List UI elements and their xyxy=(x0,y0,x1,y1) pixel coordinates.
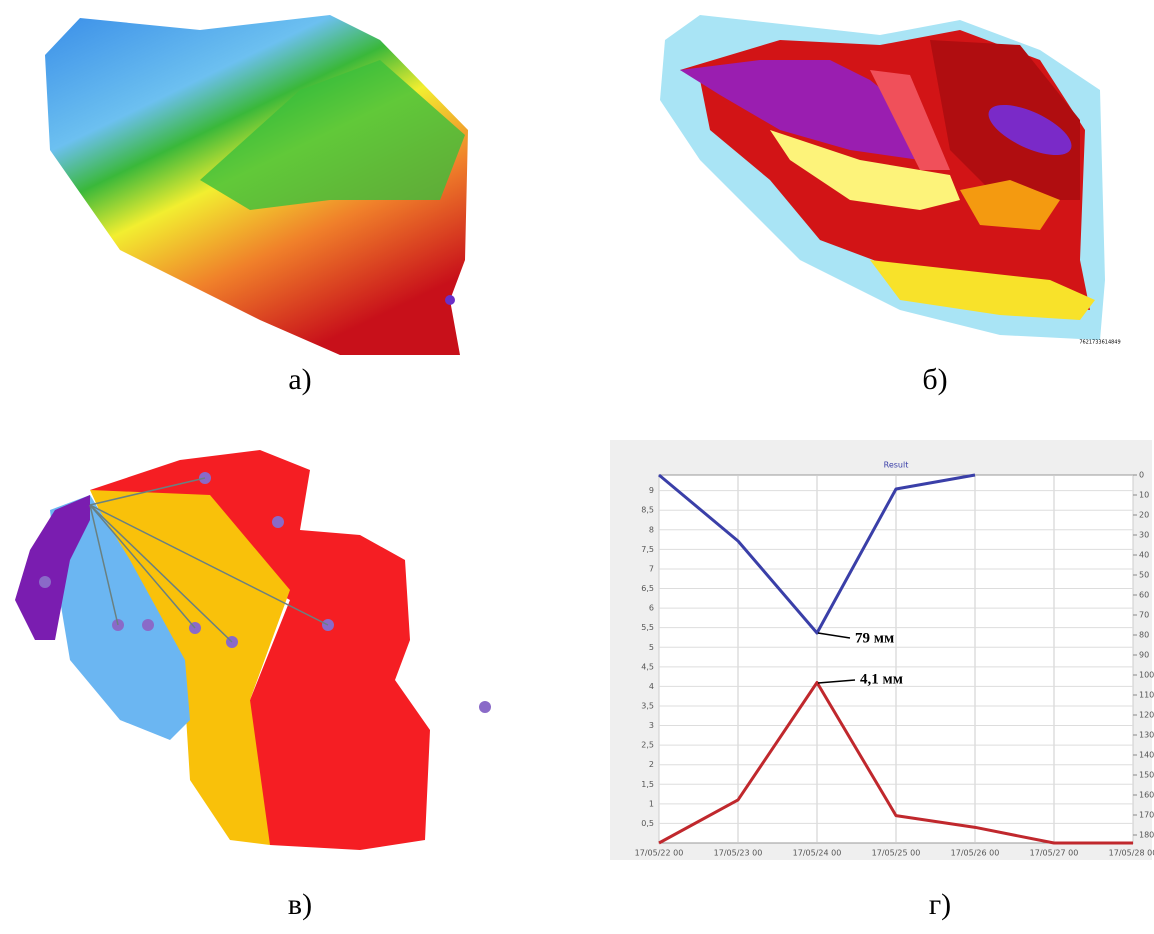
x-tick-label: 17/05/22 00 xyxy=(635,849,684,858)
figure: а) 7621733614849 б) в) Result 17/05/22 0… xyxy=(0,0,1154,929)
y-tick-label: 7 xyxy=(649,564,654,573)
elevation-map xyxy=(45,15,468,355)
zoning-map: 7621733614849 xyxy=(660,15,1121,346)
annotation: 79 мм xyxy=(855,630,894,646)
y-tick-label: 1,5 xyxy=(641,780,654,789)
map-code: 7621733614849 xyxy=(1079,340,1120,346)
y-tick-label: 2 xyxy=(649,760,654,769)
x-tick-label: 17/05/25 00 xyxy=(872,849,921,858)
y2-tick-label: 100 xyxy=(1139,671,1154,680)
y-tick-label: 4 xyxy=(649,682,654,691)
y-tick-label: 5 xyxy=(649,643,654,652)
annotation: 4,1 мм xyxy=(860,671,903,687)
y2-tick-label: 90 xyxy=(1139,651,1149,660)
y2-tick-label: 40 xyxy=(1139,551,1149,560)
y-tick-label: 0,5 xyxy=(641,819,654,828)
chart-title: Result xyxy=(884,461,909,470)
y-tick-label: 6 xyxy=(649,604,654,613)
y2-tick-label: 160 xyxy=(1139,791,1154,800)
y-tick-label: 1 xyxy=(649,799,654,808)
panel-label: в) xyxy=(288,888,312,921)
y2-tick-label: 140 xyxy=(1139,751,1154,760)
y-tick-label: 8 xyxy=(649,525,654,534)
y-tick-label: 8,5 xyxy=(641,506,654,515)
y2-tick-label: 70 xyxy=(1139,611,1149,620)
catchment-map xyxy=(15,450,491,850)
page: а) 7621733614849 б) в) Result 17/05/22 0… xyxy=(0,0,1154,934)
x-tick-label: 17/05/23 00 xyxy=(714,849,763,858)
y2-tick-label: 20 xyxy=(1139,511,1149,520)
panel-label: б) xyxy=(922,363,947,396)
y2-tick-label: 0 xyxy=(1139,471,1144,480)
y2-tick-label: 30 xyxy=(1139,531,1149,540)
x-tick-label: 17/05/24 00 xyxy=(793,849,842,858)
y2-tick-label: 110 xyxy=(1139,691,1154,700)
y-tick-label: 3,5 xyxy=(641,701,654,710)
y2-tick-label: 80 xyxy=(1139,631,1149,640)
y-tick-label: 9 xyxy=(649,486,654,495)
x-tick-label: 17/05/26 00 xyxy=(951,849,1000,858)
y2-tick-label: 60 xyxy=(1139,591,1149,600)
y-tick-label: 5,5 xyxy=(641,623,654,632)
x-tick-label: 17/05/28 00 xyxy=(1109,849,1154,858)
panel-label: а) xyxy=(288,363,311,396)
y2-tick-label: 180 xyxy=(1139,831,1154,840)
x-tick-label: 17/05/27 00 xyxy=(1030,849,1079,858)
y2-tick-label: 50 xyxy=(1139,571,1149,580)
y-tick-label: 7,5 xyxy=(641,545,654,554)
y2-tick-label: 10 xyxy=(1139,491,1149,500)
y2-tick-label: 130 xyxy=(1139,731,1154,740)
panel-label: г) xyxy=(929,888,951,921)
y2-tick-label: 150 xyxy=(1139,771,1154,780)
y2-tick-label: 170 xyxy=(1139,811,1154,820)
y-tick-label: 2,5 xyxy=(641,741,654,750)
y-tick-label: 6,5 xyxy=(641,584,654,593)
y-tick-label: 3 xyxy=(649,721,654,730)
y-tick-label: 4,5 xyxy=(641,662,654,671)
y2-tick-label: 120 xyxy=(1139,711,1154,720)
